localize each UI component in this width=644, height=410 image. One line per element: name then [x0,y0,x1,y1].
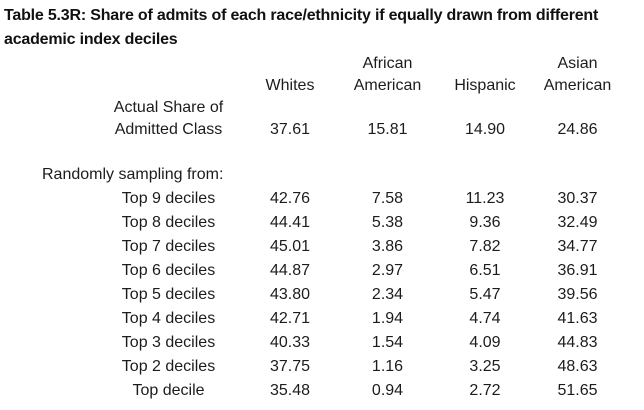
cell-value: 42.71 [269,310,311,327]
row-label: Top 2 deciles [121,358,216,375]
cell-value: 40.33 [269,334,311,351]
col-header-african-top: African [362,55,413,72]
row-label: Top 7 deciles [121,238,216,255]
cell-value: 42.76 [269,190,311,207]
cell-value: 44.87 [269,262,311,279]
cell-value: 24.86 [557,121,598,138]
cell-value: 11.23 [465,190,505,207]
cell-value: 0.94 [371,382,404,399]
row-label: Top 8 deciles [121,214,216,231]
cell-value: 51.65 [557,382,598,399]
data-table: African Asian Whites American Hispanic A… [0,53,625,403]
cell-value: 9.36 [469,214,501,231]
cell-value: 4.74 [469,310,501,327]
cell-value: 44.41 [269,214,311,231]
row-label: Top 3 deciles [121,334,216,351]
col-header-whites-top [245,53,335,75]
cell-value: 4.09 [469,334,501,351]
cell-value: 5.38 [371,214,404,231]
header-spacer [0,75,245,97]
cell-value: 36.91 [557,262,598,279]
col-header-whites: Whites [265,77,315,94]
cell-value: 34.77 [557,238,598,255]
cell-value: 1.94 [371,310,404,327]
row-label: Top 6 deciles [121,262,216,279]
actual-share-label-line1: Actual Share of [113,99,224,116]
cell-value: 37.75 [269,358,311,375]
cell-value: 2.97 [371,262,404,279]
cell-value: 1.16 [371,358,404,375]
header-spacer [0,53,245,75]
cell-value: 48.63 [557,358,598,375]
cell-value: 43.80 [269,286,311,303]
cell-value: 45.01 [269,238,311,255]
cell-value: 15.81 [367,121,408,138]
cell-value: 37.61 [269,121,311,138]
col-header-hispanic-top [440,53,530,75]
cell-value: 14.90 [464,121,506,138]
cell-value: 35.48 [269,382,311,399]
row-label: Top decile [132,382,205,399]
section-label: Randomly sampling from: [42,166,224,183]
cell-value: 7.82 [469,238,501,255]
actual-share-label-line2: Admitted Class [114,121,223,138]
table-title: Table 5.3R: Share of admits of each race… [4,7,599,48]
cell-value: 41.63 [557,310,598,327]
col-header-african-american: American [353,77,422,94]
cell-value: 39.56 [557,286,598,303]
cell-value: 2.34 [371,286,404,303]
cell-value: 32.49 [557,214,598,231]
cell-value: 7.58 [371,190,404,207]
cell-value: 44.83 [557,334,598,351]
spacer-row [0,141,625,163]
row-label: Top 4 deciles [121,310,216,327]
col-header-asian-top: Asian [557,55,598,72]
cell-value: 5.47 [469,286,501,303]
cell-value: 30.37 [557,190,598,207]
col-header-hispanic: Hispanic [454,77,516,94]
cell-value: 2.72 [469,382,501,399]
cell-value: 1.54 [371,334,404,351]
col-header-asian-american: American [543,77,612,94]
cell-value: 3.86 [371,238,404,255]
row-label: Top 9 deciles [121,190,216,207]
row-label: Top 5 deciles [121,286,216,303]
cell-value: 3.25 [469,358,501,375]
cell-value: 6.51 [469,262,501,279]
